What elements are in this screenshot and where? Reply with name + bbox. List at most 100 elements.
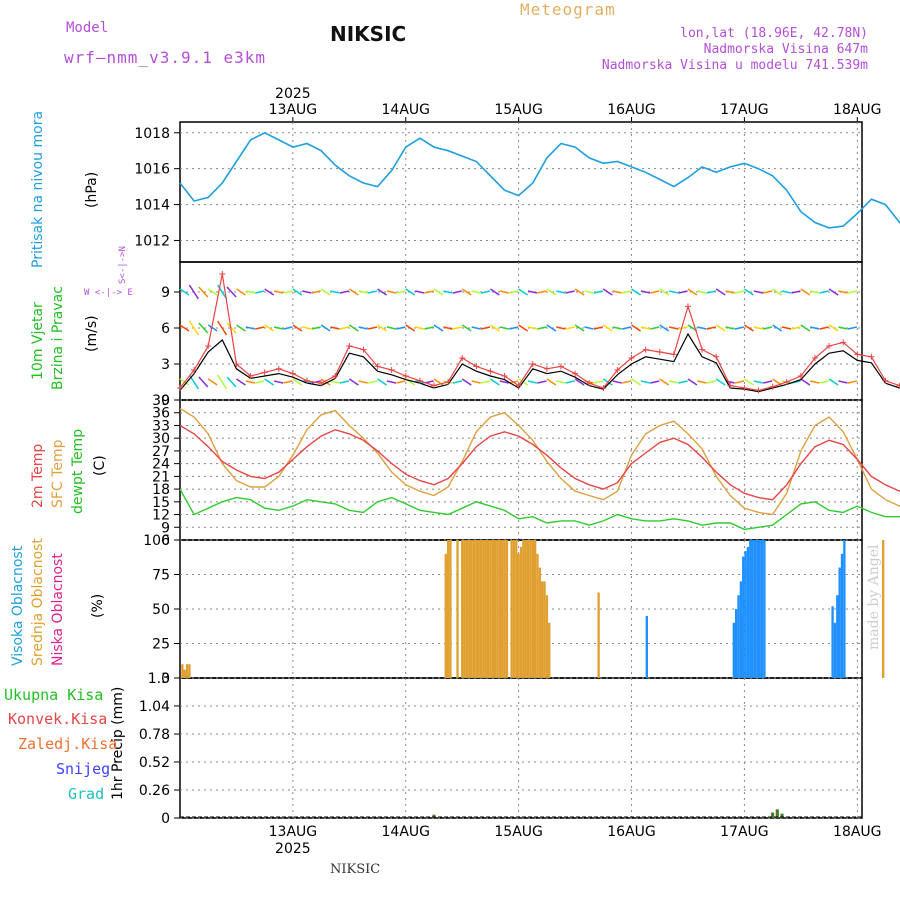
wind-arrow: [311, 326, 321, 330]
mid-cloud-bar: [463, 540, 466, 678]
wind-arrow: [386, 380, 397, 384]
wind-arrow: [198, 286, 209, 298]
mid-cloud-bar: [597, 592, 600, 678]
wind-gust-marker: [543, 365, 550, 372]
wind-gust-marker: [374, 363, 381, 370]
mid-cloud-bar: [489, 540, 492, 678]
wind-arrow: [415, 326, 425, 330]
wind-arrow: [367, 326, 378, 330]
wind-arrow: [396, 380, 406, 384]
legend-conv-rain: Konvek.Kisa: [8, 710, 108, 728]
wind-gust-marker: [727, 382, 734, 389]
mid-cloud-bar: [496, 540, 499, 678]
mid-cloud-bar: [522, 540, 525, 678]
wind-arrow: [226, 322, 237, 334]
wind-arrow: [556, 380, 566, 384]
ytick-label: 9: [161, 520, 170, 536]
wind-gust-marker: [430, 382, 437, 389]
wind-arrow: [433, 324, 444, 332]
wind-arrow: [207, 378, 218, 386]
pressure-line: [179, 131, 900, 229]
wind-gust-marker: [191, 367, 198, 373]
wind-gust-marker: [247, 373, 254, 379]
wind-arrow: [330, 380, 340, 384]
wind-arrow: [743, 378, 754, 386]
wind-gust-marker: [501, 373, 508, 379]
wind-arrow: [302, 326, 312, 330]
high-cloud-bar: [737, 595, 740, 678]
wind-arrow: [424, 326, 434, 330]
wind-arrow: [396, 290, 406, 294]
legend-total-rain: Ukupna Kisa: [4, 686, 104, 704]
wind-gust-marker: [177, 385, 183, 391]
ytick-label: 1.04: [139, 699, 170, 715]
mid-cloud-bar: [493, 540, 497, 678]
wind-gust-marker: [388, 367, 395, 373]
precip-bar-conv: [771, 812, 773, 818]
wind-arrow: [828, 378, 839, 386]
wind-arrow: [602, 324, 613, 332]
high-cloud-bar: [763, 540, 766, 678]
wind-arrow: [452, 380, 462, 384]
wind-arrow: [255, 380, 265, 384]
wind-arrow: [405, 288, 416, 296]
wind-arrow: [697, 380, 707, 384]
mid-cloud-bar: [183, 669, 186, 678]
wind-arrow: [339, 326, 350, 330]
precip-bar: [432, 814, 436, 818]
wind-arrow: [377, 288, 387, 296]
wind-arrow: [499, 380, 509, 384]
ytick-label: 39: [152, 393, 170, 409]
high-cloud-bar: [831, 606, 834, 678]
wind-arrow: [236, 288, 246, 296]
high-cloud-bar: [735, 609, 738, 678]
wind-gust-marker: [487, 368, 494, 375]
legend-snow: Snijeg: [56, 760, 111, 778]
year-top: 2025: [275, 86, 311, 102]
wind-arrow: [367, 290, 378, 294]
wind-arrow: [461, 378, 472, 386]
wind-arrow: [480, 326, 491, 330]
mid-cloud-bar: [501, 540, 504, 678]
compass-we: W <-|-> E: [84, 288, 133, 298]
wind-arrow: [828, 324, 839, 332]
ytick-label: 36: [152, 406, 170, 422]
wind-arrow: [650, 326, 660, 330]
wind-arrow: [273, 326, 284, 330]
ytick-label: 12: [152, 508, 170, 524]
wind-arrow: [471, 290, 481, 294]
precip-bar: [780, 813, 784, 818]
wind-arrow: [763, 326, 773, 330]
wind-arrow: [264, 324, 275, 332]
ytick-label: 15: [152, 495, 170, 511]
wind-arrow: [584, 290, 594, 294]
wind-arrow: [819, 290, 829, 294]
wind-arrow: [471, 380, 481, 384]
mid-cloud-bar: [529, 540, 532, 678]
high-cloud-bar: [645, 615, 648, 678]
wind-arrow: [810, 380, 820, 384]
wind-arrow: [490, 324, 500, 332]
precip-bar-conv: [775, 809, 777, 818]
model-label: Model: [66, 20, 109, 36]
footer-city: NIKSIC: [330, 862, 381, 877]
ytick-label: 24: [152, 457, 170, 473]
model-name: wrf—nmm_v3.9.1 e3km: [64, 48, 267, 67]
wind-gust-marker: [783, 379, 790, 385]
wind-gust-marker: [572, 370, 579, 377]
wind-arrow: [687, 288, 698, 296]
wind-arrow: [697, 290, 707, 294]
wind-arrow: [198, 322, 209, 334]
wind-arrow: [471, 326, 481, 330]
wind-arrow: [838, 326, 848, 330]
ytick-label: 30: [152, 431, 170, 447]
mid-cloud-bar: [470, 540, 473, 678]
wind-arrow: [273, 290, 284, 294]
ytick-label: 21: [152, 469, 170, 485]
wind-arrow: [734, 326, 745, 330]
high-cloud-bar: [739, 581, 743, 678]
wind-arrow: [565, 326, 575, 330]
wind-gust-marker: [261, 369, 268, 376]
wind-arrow: [772, 288, 783, 296]
wind-gust-marker: [684, 303, 691, 310]
